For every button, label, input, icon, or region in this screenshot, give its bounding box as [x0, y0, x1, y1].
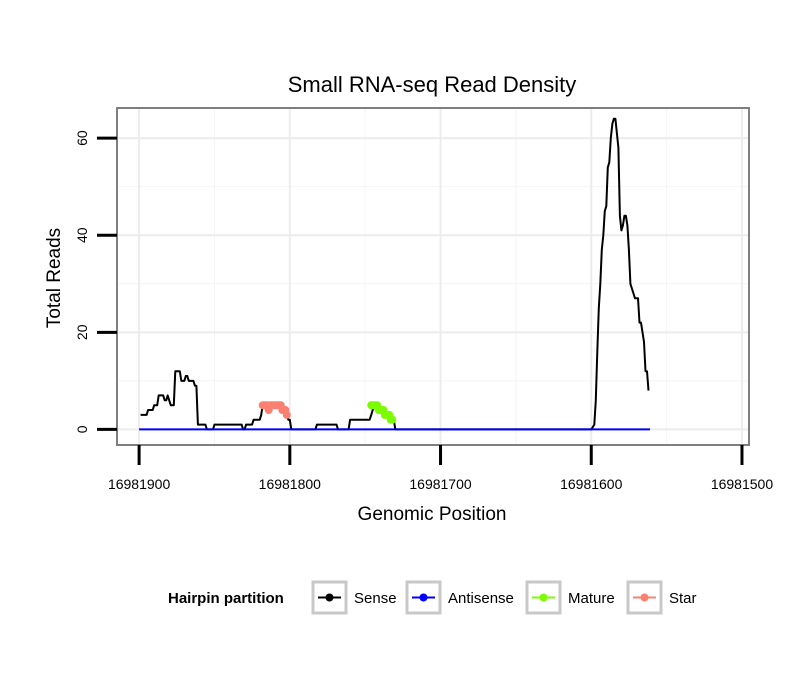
legend: Hairpin partition Sense Antisense Mature St… [168, 580, 697, 615]
legend-label: Sense [354, 590, 397, 607]
legend-entry-sense: Sense [311, 580, 397, 615]
y-axis: 0 20 40 60 [74, 130, 117, 433]
point-star [282, 410, 291, 419]
y-tick-label: 20 [74, 324, 90, 340]
grid [118, 109, 748, 444]
x-axis-label: Genomic Position [358, 504, 507, 525]
x-tick-label: 16981500 [711, 476, 774, 492]
legend-key-dot [539, 593, 548, 602]
point-mature [388, 415, 397, 424]
x-tick-label: 16981900 [108, 476, 171, 492]
series-line-sense [140, 117, 650, 431]
x-tick-label: 16981600 [560, 476, 623, 492]
legend-label: Star [669, 590, 697, 607]
legend-label: Mature [568, 590, 615, 607]
legend-key-dot [419, 593, 428, 602]
x-axis: 16981900 16981800 16981700 16981600 16981500 [108, 445, 773, 492]
series-layer [139, 117, 650, 431]
y-axis-label: Total Reads [44, 228, 65, 328]
legend-key-dot [325, 593, 334, 602]
legend-entry-mature: Mature [525, 580, 615, 615]
chart-title: Small RNA-seq Read Density [288, 72, 577, 97]
x-tick-label: 16981700 [409, 476, 472, 492]
legend-entry-antisense: Antisense [405, 580, 514, 615]
legend-label: Antisense [448, 590, 514, 607]
y-tick-label: 0 [74, 425, 90, 433]
y-tick-label: 60 [74, 130, 90, 146]
x-tick-label: 16981800 [259, 476, 322, 492]
legend-key-dot [640, 593, 649, 602]
legend-title: Hairpin partition [168, 590, 284, 607]
legend-entry-star: Star [626, 580, 697, 615]
plot-frame [116, 107, 750, 446]
y-tick-label: 40 [74, 227, 90, 243]
